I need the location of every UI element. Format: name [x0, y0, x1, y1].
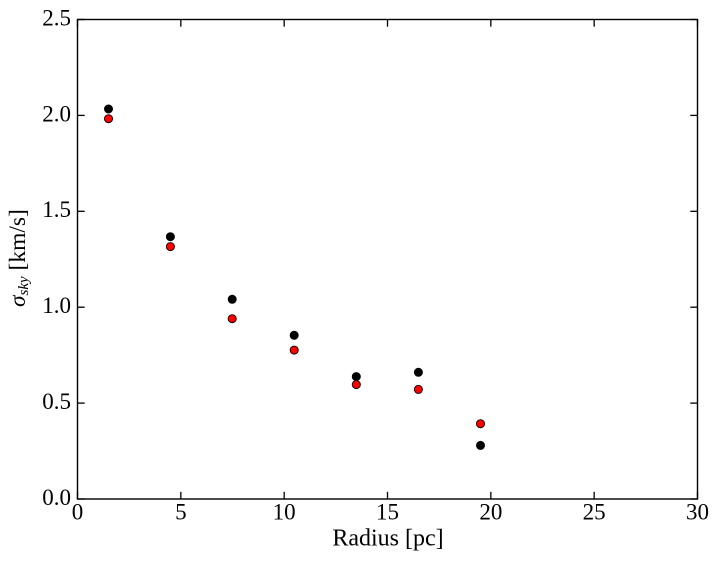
- svg-text:5: 5: [175, 500, 187, 525]
- svg-text:σsky [km/s]: σsky [km/s]: [5, 209, 32, 307]
- svg-text:15: 15: [376, 500, 399, 525]
- svg-text:Radius [pc]: Radius [pc]: [332, 526, 443, 552]
- svg-text:0: 0: [72, 500, 84, 525]
- svg-text:2.0: 2.0: [42, 101, 71, 126]
- svg-text:1.0: 1.0: [42, 293, 71, 318]
- svg-text:1.5: 1.5: [42, 197, 71, 222]
- svg-text:0.5: 0.5: [42, 389, 71, 414]
- svg-text:20: 20: [479, 500, 502, 525]
- svg-text:2.5: 2.5: [42, 5, 71, 30]
- svg-text:25: 25: [583, 500, 606, 525]
- svg-text:10: 10: [273, 500, 296, 525]
- svg-text:30: 30: [686, 500, 709, 525]
- svg-text:0.0: 0.0: [42, 485, 71, 510]
